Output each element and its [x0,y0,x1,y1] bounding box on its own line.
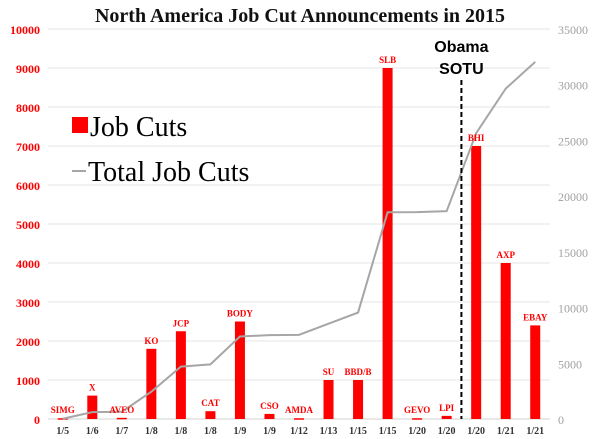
x-tick-label: 1/8 [204,426,217,437]
bar-data-label: BODY [227,309,254,319]
x-tick-label: 1/8 [174,426,187,437]
bar [471,146,482,419]
y-left-tick-label: 6000 [16,179,40,193]
y-right-tick-label: 10000 [558,302,588,316]
y-right-tick-label: 5000 [558,357,582,371]
y-left-tick-label: 4000 [16,257,40,271]
legend-swatch-job-cuts [72,117,88,133]
x-tick-label: 1/9 [234,426,247,437]
bar [264,413,275,419]
bar-data-label: AVEO [109,405,134,415]
x-tick-label: 1/12 [290,426,308,437]
bar-data-label: CSO [260,401,279,411]
bar [500,263,511,419]
bar [146,348,157,419]
bar [530,325,541,419]
x-tick-label: 1/21 [497,426,515,437]
legend: Job Cuts Total Job Cuts [72,112,249,188]
bar-data-label: SIMG [51,405,75,415]
y-left-tick-label: 5000 [16,218,40,232]
bar-data-label: EBAY [523,312,548,322]
x-tick-label: 1/13 [320,426,338,437]
x-tick-label: 1/8 [145,426,158,437]
bar-data-label: AXP [496,250,515,260]
y-left-tick-label: 7000 [16,140,40,154]
bar-data-label: BBD/B [345,367,372,377]
annotation-sotu: SOTU [439,61,483,78]
bar [412,418,423,420]
bar-data-label: GEVO [404,405,430,415]
bar [116,417,127,420]
legend-label-job-cuts: Job Cuts [90,112,187,143]
y-left-tick-label: 10000 [10,23,40,37]
y-right-tick-label: 0 [558,413,564,427]
y-right-tick-label: 15000 [558,246,588,260]
bar-data-label: AMDA [285,405,313,415]
bar-data-label: LPI [439,403,455,413]
bar [353,380,364,419]
y-left-tick-label: 8000 [16,101,40,115]
x-tick-label: 1/15 [379,426,397,437]
y-left-tick-label: 9000 [16,62,40,76]
y-right-tick-label: 30000 [558,79,588,93]
bar [57,418,68,420]
bar-data-label: SU [323,367,335,377]
y-left-tick-label: 0 [34,413,40,427]
legend-label-total-job-cuts: Total Job Cuts [88,157,249,188]
bar-data-label: KO [144,336,158,346]
x-tick-label: 1/5 [56,426,69,437]
bar [234,321,245,419]
y-left-tick-label: 2000 [16,335,40,349]
x-tick-label: 1/21 [526,426,544,437]
bar-data-label: SLB [379,55,396,65]
x-tick-label: 1/15 [349,426,367,437]
bar [323,380,334,419]
y-left-tick-label: 1000 [16,374,40,388]
x-tick-label: 1/7 [115,426,128,437]
y-right-tick-label: 35000 [558,23,588,37]
bar-data-label: BHI [468,133,485,143]
bar-data-label: X [89,383,96,393]
x-tick-label: 1/6 [86,426,99,437]
bar-data-label: JCP [173,318,190,328]
x-tick-label: 1/20 [438,426,456,437]
y-right-tick-label: 25000 [558,134,588,148]
bar [441,415,452,419]
bar-data-label: CAT [201,398,219,408]
bar [382,68,393,419]
chart-title: North America Job Cut Announcements in 2… [95,5,505,27]
y-right-tick-label: 20000 [558,190,588,204]
annotation-obama: Obama [434,39,488,56]
x-tick-label: 1/9 [263,426,276,437]
x-tick-label: 1/20 [408,426,426,437]
y-left-tick-label: 3000 [16,296,40,310]
x-tick-label: 1/20 [467,426,485,437]
bar [87,395,98,419]
bar [175,331,186,419]
bar [205,411,216,419]
bar [294,418,304,420]
